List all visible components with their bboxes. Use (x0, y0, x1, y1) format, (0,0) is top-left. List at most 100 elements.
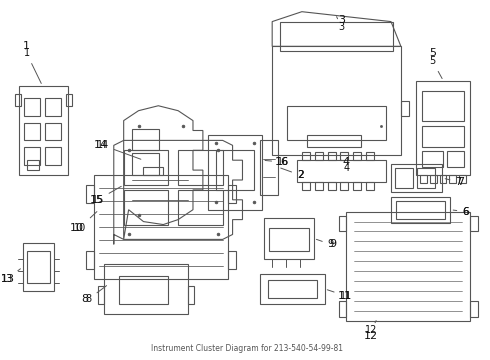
Text: 10: 10 (74, 212, 97, 233)
Bar (420, 175, 427, 183)
Text: 8: 8 (81, 294, 89, 304)
Text: 11: 11 (338, 291, 351, 301)
Bar (178, 150, 222, 185)
Bar (123, 190, 168, 225)
Bar (264, 218, 314, 259)
Bar (307, 135, 361, 147)
Bar (447, 151, 464, 167)
Text: 16: 16 (265, 157, 290, 167)
Bar (86, 185, 94, 203)
Bar (23, 243, 54, 291)
Text: 16: 16 (275, 157, 289, 167)
Text: 14: 14 (97, 140, 141, 159)
Bar (416, 81, 470, 175)
Bar (391, 197, 450, 222)
Bar (396, 201, 445, 219)
Bar (339, 301, 346, 317)
Bar (144, 167, 163, 175)
Bar (297, 160, 386, 182)
Bar (132, 153, 159, 175)
Bar (328, 182, 336, 190)
Text: 5: 5 (429, 48, 436, 58)
Bar (416, 168, 435, 188)
Bar (26, 251, 50, 283)
Bar (395, 168, 413, 188)
Bar (341, 182, 348, 190)
Bar (46, 98, 61, 116)
Bar (302, 182, 310, 190)
Bar (287, 106, 386, 140)
Bar (15, 94, 21, 106)
Bar (269, 228, 309, 251)
Bar (459, 175, 466, 183)
Bar (268, 280, 317, 298)
Text: 9: 9 (329, 239, 336, 249)
Bar (66, 94, 72, 106)
Bar (353, 182, 361, 190)
Bar (104, 264, 188, 314)
Bar (123, 150, 168, 185)
Bar (366, 182, 374, 190)
Text: 12: 12 (364, 332, 378, 341)
Text: 3: 3 (338, 15, 345, 24)
Bar (422, 126, 464, 147)
Text: 4: 4 (342, 160, 349, 173)
Text: 11: 11 (327, 290, 352, 301)
Bar (24, 122, 40, 140)
Bar (24, 98, 40, 116)
Text: 6: 6 (453, 207, 468, 217)
Text: 1: 1 (24, 48, 41, 84)
Bar (315, 182, 323, 190)
Text: 13: 13 (0, 269, 21, 284)
Bar (132, 129, 159, 150)
Bar (353, 152, 361, 160)
Text: 5: 5 (429, 56, 442, 78)
Text: 7: 7 (457, 177, 464, 187)
Bar (216, 150, 254, 190)
Bar (24, 147, 40, 165)
Bar (94, 175, 228, 279)
Bar (26, 160, 39, 170)
Bar (328, 152, 336, 160)
Text: 9: 9 (317, 239, 334, 249)
Bar (98, 286, 104, 304)
Bar (366, 152, 374, 160)
Bar (302, 152, 310, 160)
Bar (86, 251, 94, 269)
Text: 12: 12 (365, 321, 377, 336)
Bar (46, 147, 61, 165)
Text: 3: 3 (337, 17, 344, 32)
Text: 2: 2 (281, 168, 303, 180)
Bar (422, 151, 443, 167)
Text: 1: 1 (23, 41, 30, 51)
Bar (470, 216, 478, 231)
Text: 6: 6 (463, 207, 470, 217)
Bar (272, 46, 401, 155)
Bar (188, 286, 194, 304)
Text: 15: 15 (90, 195, 104, 205)
Bar (178, 190, 222, 225)
Bar (208, 135, 262, 210)
Text: 2: 2 (297, 170, 304, 180)
Bar (280, 22, 393, 51)
Bar (449, 175, 456, 183)
Text: 10: 10 (70, 222, 84, 233)
Bar (346, 212, 470, 321)
Bar (260, 274, 325, 304)
Text: 8: 8 (86, 285, 107, 304)
Text: 7: 7 (445, 177, 462, 187)
Text: 14: 14 (94, 140, 108, 150)
Bar (430, 175, 437, 183)
Text: 13: 13 (1, 274, 15, 284)
Bar (341, 152, 348, 160)
Bar (391, 164, 442, 192)
Bar (470, 301, 478, 317)
Bar (401, 101, 409, 116)
Bar (422, 91, 464, 121)
Bar (19, 86, 68, 175)
Bar (315, 152, 323, 160)
Bar (119, 276, 168, 304)
Bar (260, 140, 278, 195)
Bar (46, 122, 61, 140)
Text: 4: 4 (343, 157, 350, 167)
